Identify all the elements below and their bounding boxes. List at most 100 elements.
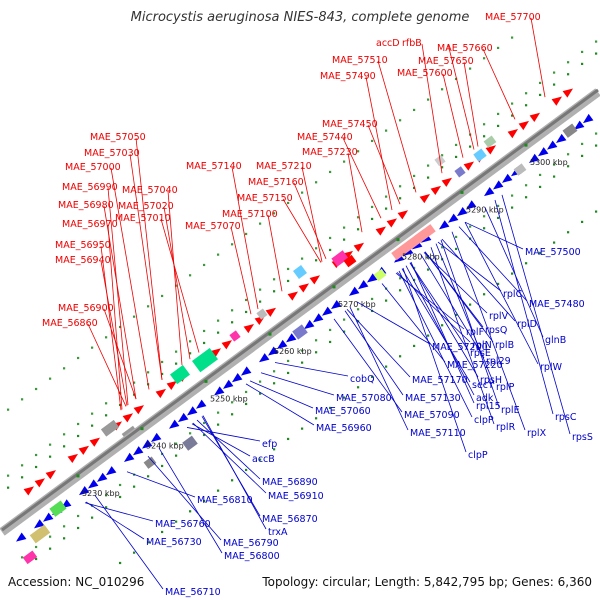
leader-line: [293, 182, 327, 259]
gene-box-shape: [229, 330, 241, 342]
guide-dot: [245, 402, 248, 406]
guide-dot: [315, 351, 318, 354]
gene-label-text: MAE_57480: [529, 299, 585, 310]
upper-gene-label: MAE_57040: [122, 185, 183, 366]
upper-gene-label: MAE_57100: [222, 209, 283, 292]
gene-label-text: rplB: [495, 340, 514, 351]
gene-box: [29, 524, 51, 544]
guide-dot: [273, 290, 276, 293]
guide-dot: [301, 349, 304, 352]
accession: Accession: NC_010296: [8, 575, 145, 589]
gene-label-text: accB: [252, 454, 275, 465]
upper-gene-label: MAE_57010: [115, 213, 200, 353]
leader-line: [163, 206, 191, 360]
leader-line: [94, 495, 164, 590]
guide-dot: [525, 262, 528, 265]
guide-dot: [7, 486, 10, 489]
gene-box: [100, 419, 120, 437]
guide-dot: [161, 372, 164, 376]
gene-box-shape: [562, 123, 578, 138]
guide-dot: [259, 380, 262, 383]
tick-mark: [140, 427, 144, 431]
lower-gene-label: MAE_57130: [344, 310, 461, 404]
leader-line: [401, 268, 471, 383]
gene-arrow: [287, 291, 299, 301]
guide-dot: [455, 247, 458, 251]
gene-arrow: [276, 339, 288, 349]
leader-line: [87, 323, 127, 407]
leader-line: [451, 231, 526, 431]
gene-arrow-shape: [243, 323, 255, 334]
gene-arrow-shape: [133, 405, 145, 415]
gene-box-shape: [182, 435, 198, 451]
guide-dot: [441, 166, 444, 169]
gene-arrow-shape: [168, 419, 180, 429]
guide-dot: [217, 331, 220, 334]
guide-dot: [525, 104, 528, 107]
gene-arrow-shape: [483, 187, 495, 197]
leader-line: [167, 190, 183, 366]
leader-line: [282, 198, 322, 263]
lower-gene-label: rplX: [451, 231, 547, 439]
gene-arrow-shape: [386, 218, 398, 228]
guide-dot: [133, 315, 136, 318]
guide-dot: [357, 216, 360, 219]
guide-dot: [147, 371, 150, 374]
guide-dot: [413, 344, 416, 348]
gene-box-shape: [331, 250, 349, 267]
guide-dot: [147, 541, 150, 544]
gene-arrow-shape: [312, 313, 324, 323]
leader-line: [347, 152, 363, 233]
gene-label-text: MAE_56860: [42, 318, 98, 329]
guide-dot: [427, 98, 430, 101]
lower-gene-label: clpP: [402, 267, 488, 461]
upper-gene-label: MAE_56940: [55, 255, 128, 406]
gene-label-text: MAE_56870: [262, 514, 318, 525]
gene-arrow-shape: [222, 379, 234, 389]
gene-box: [170, 365, 190, 385]
gene-arrow-shape: [258, 353, 270, 363]
gene-arrow-shape: [518, 120, 530, 131]
guide-dot: [343, 226, 346, 229]
guide-dot: [21, 398, 24, 401]
leader-line: [530, 17, 546, 98]
guide-dot: [469, 225, 472, 228]
upper-gene-label: MAE_57140: [186, 161, 259, 310]
guide-dot: [49, 535, 52, 538]
gene-label-text: MAE_57700: [485, 12, 541, 23]
guide-dot: [567, 73, 570, 76]
gene-label-text: clpP: [468, 450, 488, 461]
gene-arrow: [438, 220, 450, 230]
tick-label: 5270 kbp: [338, 300, 376, 309]
leader-line: [342, 137, 382, 219]
gene-features: [15, 88, 594, 565]
gene-label-text: MAE_56890: [262, 477, 318, 488]
gene-label-text: MAE_57230: [302, 147, 358, 158]
gene-arrow-shape: [357, 280, 369, 290]
lower-gene-label: cobQ: [274, 362, 375, 385]
lower-gene-label: MAE_57060: [249, 380, 371, 417]
gene-arrow-shape: [582, 113, 594, 124]
upper-gene-label: MAE_57070: [185, 221, 252, 315]
gene-arrow: [348, 286, 360, 296]
guide-dot: [21, 464, 24, 467]
gene-arrow: [321, 306, 333, 316]
guide-dot: [539, 173, 542, 177]
guide-dot: [455, 155, 458, 159]
gene-box-shape: [343, 254, 357, 268]
guide-dot: [287, 371, 290, 375]
guide-dot: [49, 455, 52, 458]
tick-mark: [76, 474, 80, 478]
gene-label-text: MAE_56710: [165, 587, 221, 598]
gene-box: [292, 324, 308, 340]
guide-dot: [77, 422, 80, 426]
upper-gene-label: rfbB: [402, 38, 475, 150]
gene-box-shape: [292, 324, 308, 340]
gene-arrow-shape: [492, 180, 504, 190]
gene-arrow-shape: [507, 129, 519, 139]
gene-label-text: rplF: [466, 327, 484, 338]
upper-gene-label: MAE_56970: [62, 219, 123, 410]
guide-dot: [231, 479, 234, 482]
lower-gene-label: rplR: [430, 247, 516, 433]
gene-arrow-shape: [122, 413, 134, 423]
